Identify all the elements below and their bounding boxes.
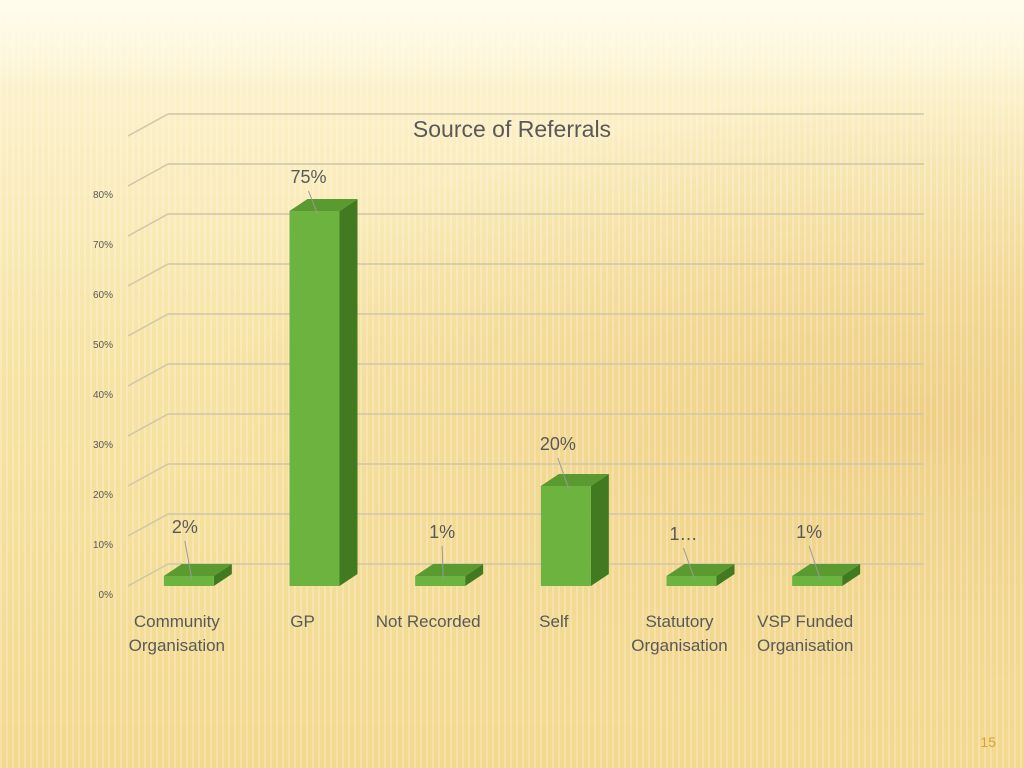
slide-top-highlight: [0, 0, 1024, 90]
y-tick-label: 30%: [93, 440, 113, 451]
bar-front: [289, 211, 340, 586]
grid-line-depth: [127, 563, 169, 587]
bar: [540, 474, 609, 586]
bar: [163, 564, 232, 586]
x-tick-label: Statutory: [645, 612, 714, 631]
bar-side: [716, 564, 735, 586]
grid-line-depth: [127, 363, 169, 387]
y-tick-label: 80%: [93, 190, 113, 201]
bar-front: [792, 576, 843, 586]
bar-front: [415, 576, 466, 586]
x-tick-label: GP: [290, 612, 315, 631]
bar-front: [163, 576, 214, 586]
grid-line-depth: [127, 113, 169, 137]
bar: [792, 564, 861, 586]
data-label-leader: [308, 190, 318, 215]
data-label-leader: [184, 540, 193, 580]
bar-top: [666, 564, 735, 576]
bars: [163, 199, 861, 586]
data-label: 2%: [172, 517, 198, 537]
data-label-leader: [441, 545, 444, 580]
x-tick-label: Organisation: [631, 636, 727, 655]
grid-line-depth: [127, 313, 169, 337]
bar-top: [792, 564, 861, 576]
x-tick-label: Not Recorded: [376, 612, 481, 631]
data-label-leader: [557, 457, 570, 490]
bar-top: [415, 564, 484, 576]
bar: [289, 199, 358, 586]
x-tick-label: Self: [539, 612, 569, 631]
y-tick-label: 50%: [93, 340, 113, 351]
data-label: 1%: [796, 522, 822, 542]
grid-line-depth: [127, 413, 169, 437]
bar-top: [163, 564, 232, 576]
grid-line-depth: [127, 263, 169, 287]
data-label: 1…: [669, 524, 697, 544]
x-tick-label: Organisation: [129, 636, 225, 655]
data-labels: 2% 75% 1% 20% 1… 1%: [172, 167, 822, 580]
bar-side: [339, 199, 358, 586]
grid-line-depth: [127, 213, 169, 237]
bar-side: [590, 474, 609, 586]
bar-side: [465, 564, 484, 586]
data-label-leader: [808, 545, 821, 580]
y-tick-label: 60%: [93, 290, 113, 301]
grid-lines: [127, 113, 924, 587]
data-label: 20%: [540, 434, 576, 454]
x-tick-label: VSP Funded: [757, 612, 853, 631]
data-label: 1%: [429, 522, 455, 542]
x-tick-label: Organisation: [757, 636, 853, 655]
y-tick-label: 10%: [93, 540, 113, 551]
grid-line-depth: [127, 513, 169, 537]
bar-front: [540, 486, 591, 586]
y-tick-label: 40%: [93, 390, 113, 401]
bar-top: [540, 474, 609, 486]
y-tick-label: 0%: [99, 590, 114, 601]
data-label: 75%: [290, 167, 326, 187]
y-tick-label: 20%: [93, 490, 113, 501]
page-number: 15: [980, 734, 996, 750]
data-label-leader: [683, 547, 695, 580]
y-tick-label: 70%: [93, 240, 113, 251]
x-axis-category-labels: Community Organisation GP Not Recorded Self S…: [129, 612, 854, 655]
chart-title: Source of Referrals: [413, 116, 611, 142]
bar-side: [842, 564, 861, 586]
y-axis-tick-labels: 0% 10% 20% 30% 40% 50% 60% 70% 80%: [93, 190, 113, 601]
x-tick-label: Community: [134, 612, 220, 631]
grid-line-depth: [127, 163, 169, 187]
bar-front: [666, 576, 717, 586]
bar: [415, 564, 484, 586]
bar-top: [289, 199, 358, 211]
bar: [666, 564, 735, 586]
grid-line-depth: [127, 463, 169, 487]
bar-side: [213, 564, 232, 586]
